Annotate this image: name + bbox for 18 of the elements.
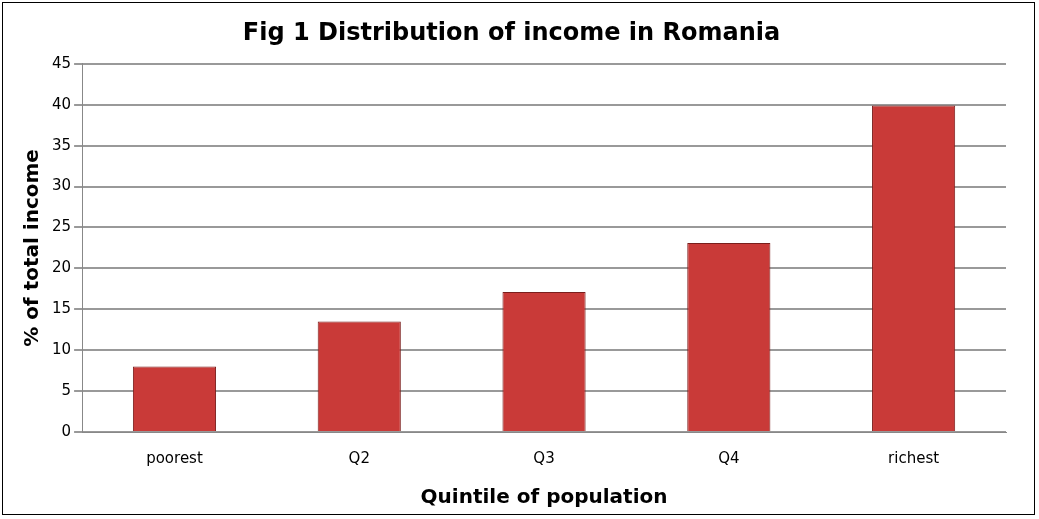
y-tick-label: 45 [51,53,72,72]
y-tick-label: 20 [51,258,72,277]
y-tick-label: 10 [51,340,72,359]
x-tick-label: Q3 [533,448,555,467]
y-tick-label: 25 [51,217,72,236]
y-tick-label: 15 [51,299,72,318]
chart-title: Fig 1 Distribution of income in Romania [242,17,781,46]
y-tick-label: 40 [51,94,72,113]
y-axis-title: % of total income [19,149,44,347]
y-tick-label: 5 [61,380,72,399]
y-tick-label: 0 [61,421,72,440]
y-tick-label: 35 [51,135,72,154]
x-tick-label: Q4 [718,448,740,467]
x-tick-label: Q2 [348,448,370,467]
x-axis-title: Quintile of population [420,484,668,509]
x-tick-label: poorest [146,448,203,467]
x-tick-label: richest [888,448,940,467]
y-tick-label: 30 [51,176,72,195]
